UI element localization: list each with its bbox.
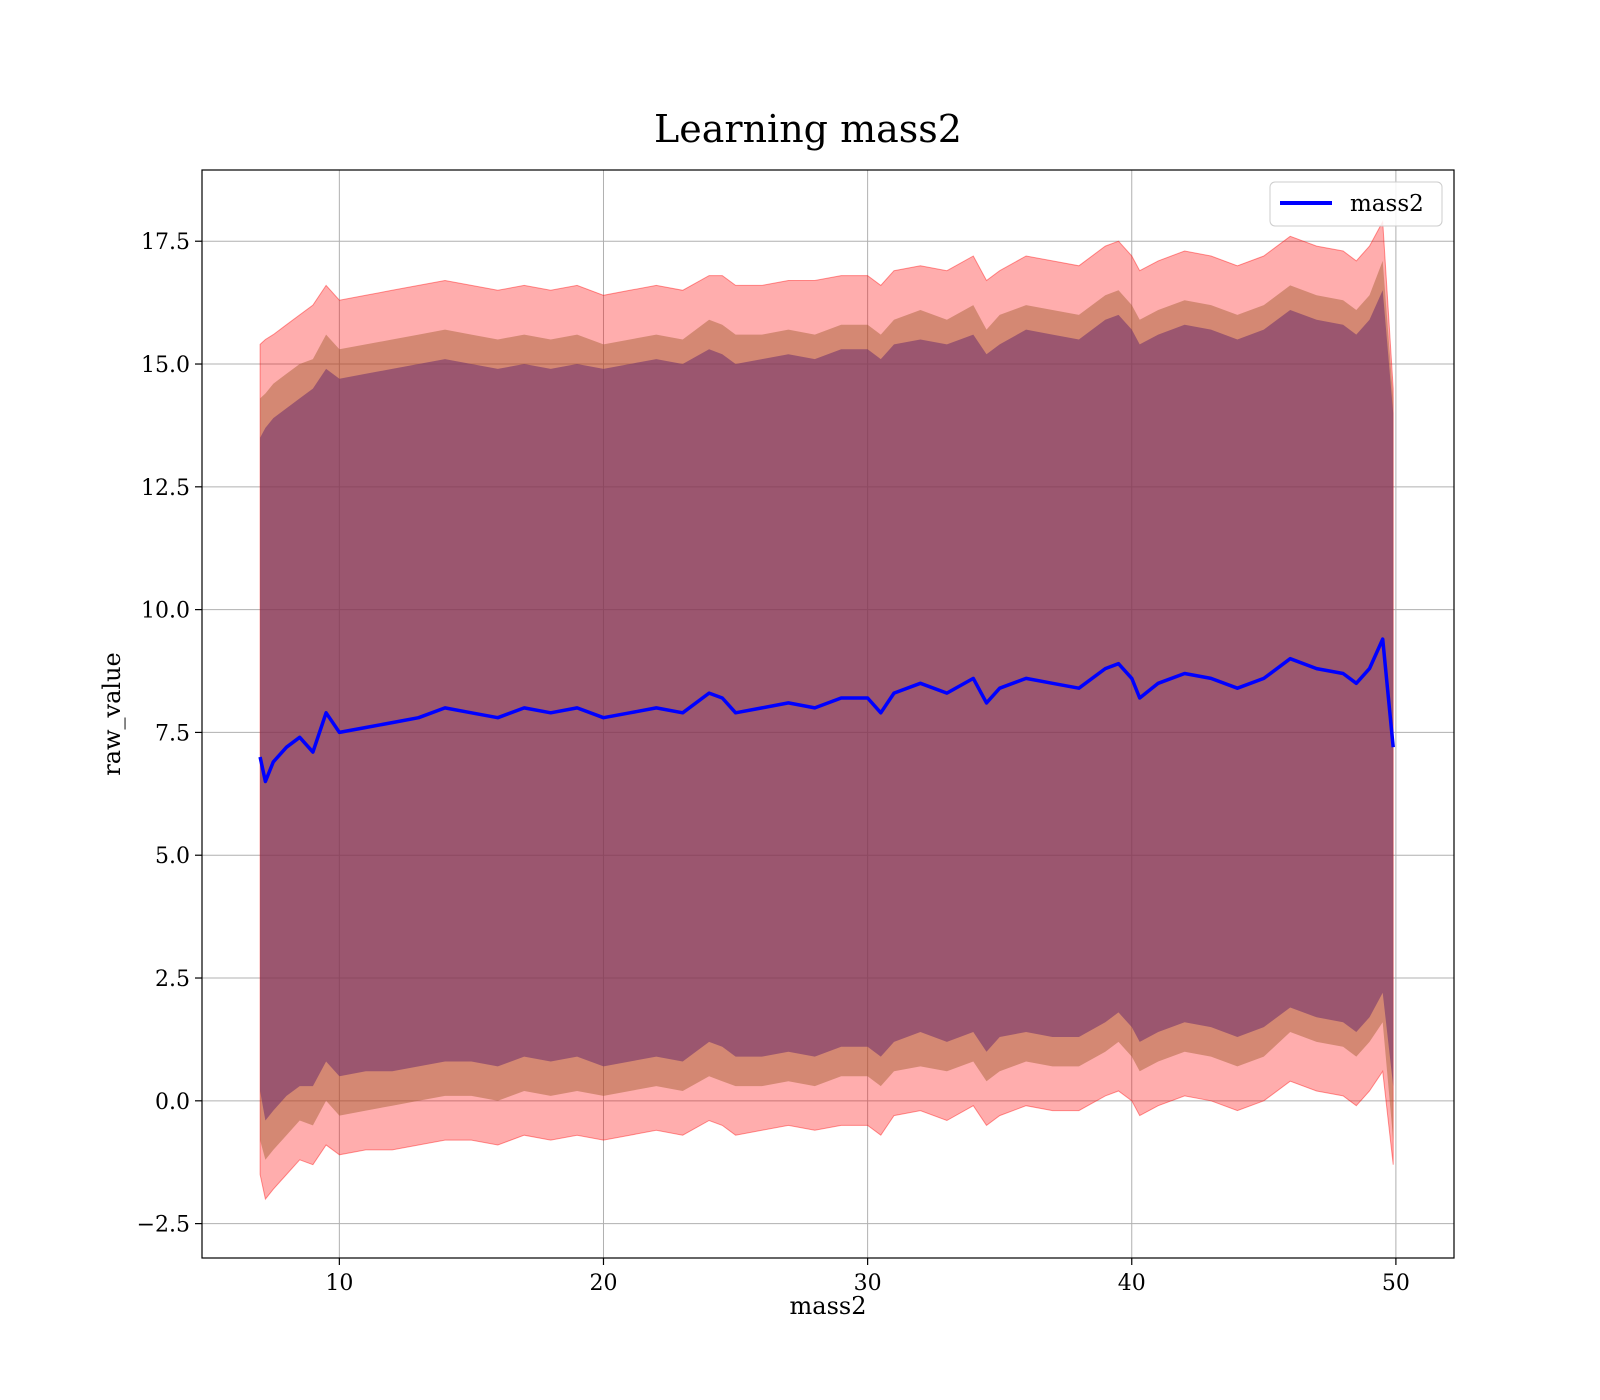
y-tick-label: 10.0	[141, 599, 190, 624]
legend: mass2	[1269, 181, 1443, 227]
series	[258, 637, 1395, 784]
x-axis-ticks: 10 20 30 40 50	[325, 1258, 1410, 1296]
series-line-mass2	[258, 637, 1395, 784]
y-tick-label: −2.5	[137, 1213, 190, 1238]
y-tick-label: 2.5	[155, 967, 190, 992]
y-tick-label: 0.0	[155, 1090, 190, 1115]
y-tick-label: 12.5	[141, 476, 190, 501]
x-tick-label: 30	[854, 1271, 882, 1296]
plot-frame	[201, 169, 1455, 1259]
y-tick-label: 5.0	[155, 844, 190, 869]
y-tick-label: 17.5	[141, 230, 190, 255]
legend-label-mass2: mass2	[1350, 191, 1424, 217]
chart-title: Learning mass2	[654, 107, 962, 151]
x-tick-label: 40	[1118, 1271, 1146, 1296]
y-axis-label: raw_value	[98, 652, 126, 776]
y-tick-label: 7.5	[155, 721, 190, 746]
legend-box	[1269, 181, 1443, 227]
x-tick-label: 20	[589, 1271, 617, 1296]
band-inner	[260, 290, 1394, 1121]
bands	[259, 219, 1394, 1201]
x-axis-label: mass2	[790, 1292, 867, 1320]
y-tick-label: 15.0	[141, 353, 190, 378]
y-axis-ticks: −2.5 0.0 2.5 5.0 7.5 10.0 12.5 15.0 17.5	[137, 230, 202, 1238]
x-tick-label: 10	[325, 1271, 353, 1296]
x-tick-label: 50	[1382, 1271, 1410, 1296]
